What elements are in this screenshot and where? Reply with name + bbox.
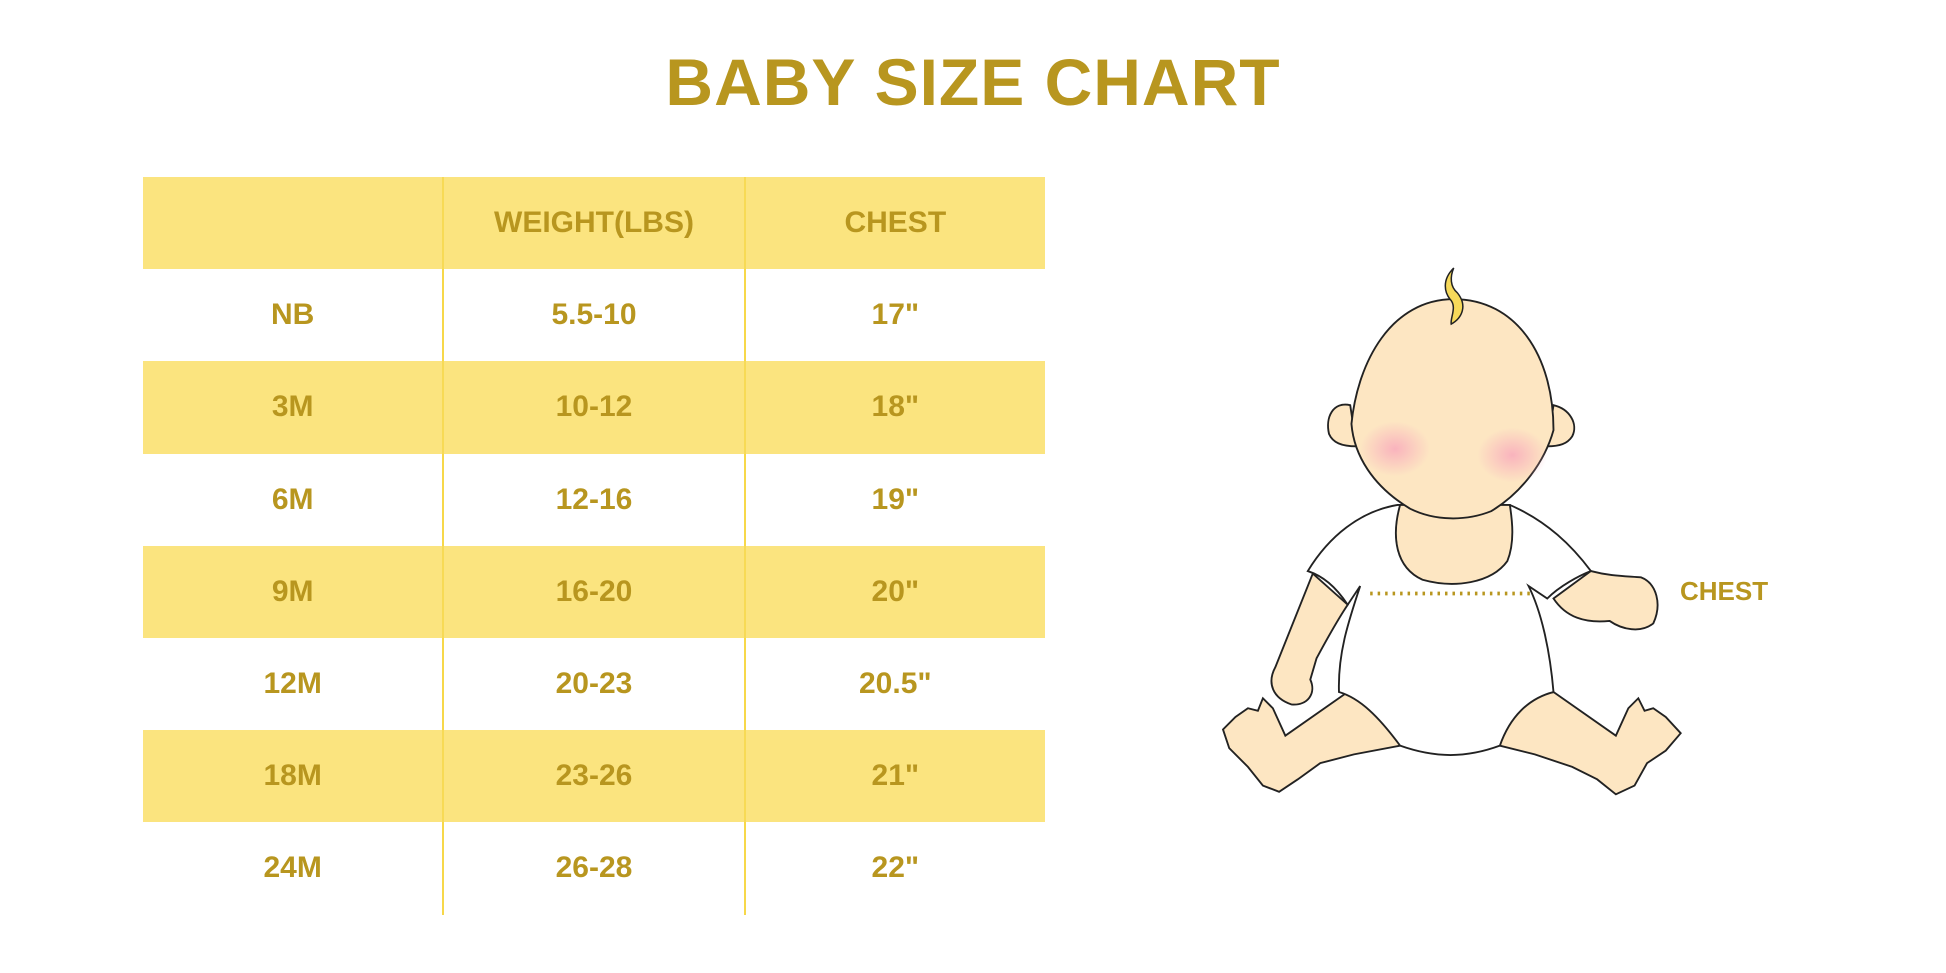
weight-cell: 10-12 [444, 361, 746, 454]
chest-cell: 18" [871, 390, 920, 424]
size-cell: 18M [143, 730, 445, 823]
hair-curl-icon [1444, 267, 1464, 326]
size-cell: 6M [143, 453, 445, 546]
table-row: NB 5.5-10 17" [143, 269, 1045, 362]
size-cell: NB [143, 269, 445, 362]
chest-cell: 22" [871, 851, 920, 885]
size-cell: 9M [143, 545, 445, 638]
header-size [143, 177, 445, 270]
weight-cell: 23-26 [444, 730, 746, 823]
header-chest: CHEST [844, 206, 947, 240]
size-cell: 24M [143, 822, 445, 915]
chest-cell: 20.5" [859, 667, 932, 701]
baby-illustration [1221, 267, 1682, 796]
size-cell: 3M [143, 361, 445, 454]
chest-cell: 19" [871, 482, 920, 516]
table-row: 3M 10-12 18" [143, 361, 1045, 454]
baby-body [1221, 298, 1682, 796]
right-cheek [1477, 427, 1548, 483]
chest-label: CHEST [1680, 576, 1769, 606]
table-row: 9M 16-20 20" [143, 545, 1045, 638]
weight-cell: 26-28 [444, 822, 746, 915]
chest-cell: 17" [871, 298, 920, 332]
weight-cell: 16-20 [444, 545, 746, 638]
chest-cell: 20" [871, 574, 920, 608]
left-cheek [1360, 421, 1431, 477]
table-row: 6M 12-16 19" [143, 453, 1045, 546]
table-row: 18M 23-26 21" [143, 730, 1045, 823]
weight-cell: 20-23 [444, 637, 746, 731]
weight-cell: 5.5-10 [444, 269, 746, 362]
size-table: WEIGHT(LBS) CHEST NB 5.5-10 17" 3M 10-12… [143, 177, 1045, 915]
page-title: BABY SIZE CHART [665, 45, 1281, 119]
size-cell: 12M [143, 637, 445, 731]
header-weight: WEIGHT(LBS) [444, 177, 746, 270]
weight-cell: 12-16 [444, 453, 746, 546]
chest-cell: 21" [871, 759, 920, 793]
table-header: WEIGHT(LBS) CHEST [143, 177, 1045, 270]
table-row: 12M 20-23 20.5" [143, 637, 1045, 731]
table-row: 24M 26-28 22" [143, 822, 1045, 915]
